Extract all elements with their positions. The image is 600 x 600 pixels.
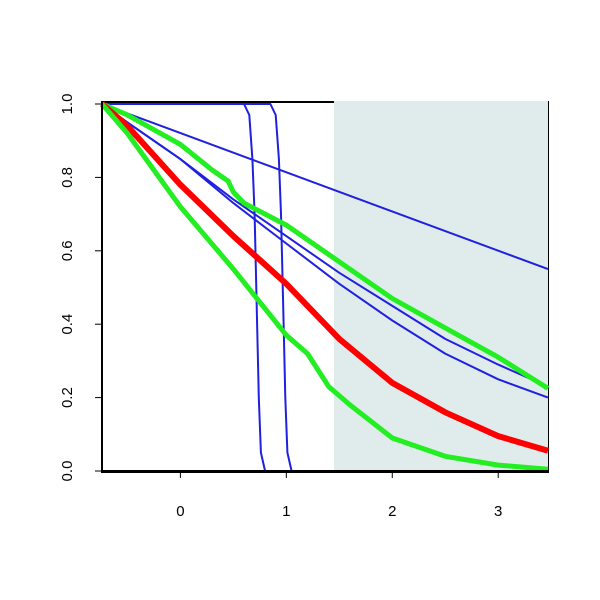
- y-tick-label: 0.8: [59, 167, 76, 188]
- y-tick-label: 0.0: [59, 461, 76, 482]
- line: [100, 101, 549, 454]
- x-tick-label: 3: [494, 503, 502, 520]
- line: [101, 103, 549, 399]
- x-tick-label: 2: [388, 503, 396, 520]
- y-tick-label: 0.4: [59, 314, 76, 335]
- x-tick-label: 0: [176, 503, 184, 520]
- y-tick-label: 0.2: [59, 387, 76, 408]
- y-tick-label: 0.6: [59, 240, 76, 261]
- line: [100, 102, 549, 472]
- line: [101, 101, 550, 391]
- line: [102, 103, 548, 472]
- x-tick-label: 1: [282, 503, 290, 520]
- line: [101, 103, 549, 271]
- y-tick-label: 1.0: [59, 94, 76, 115]
